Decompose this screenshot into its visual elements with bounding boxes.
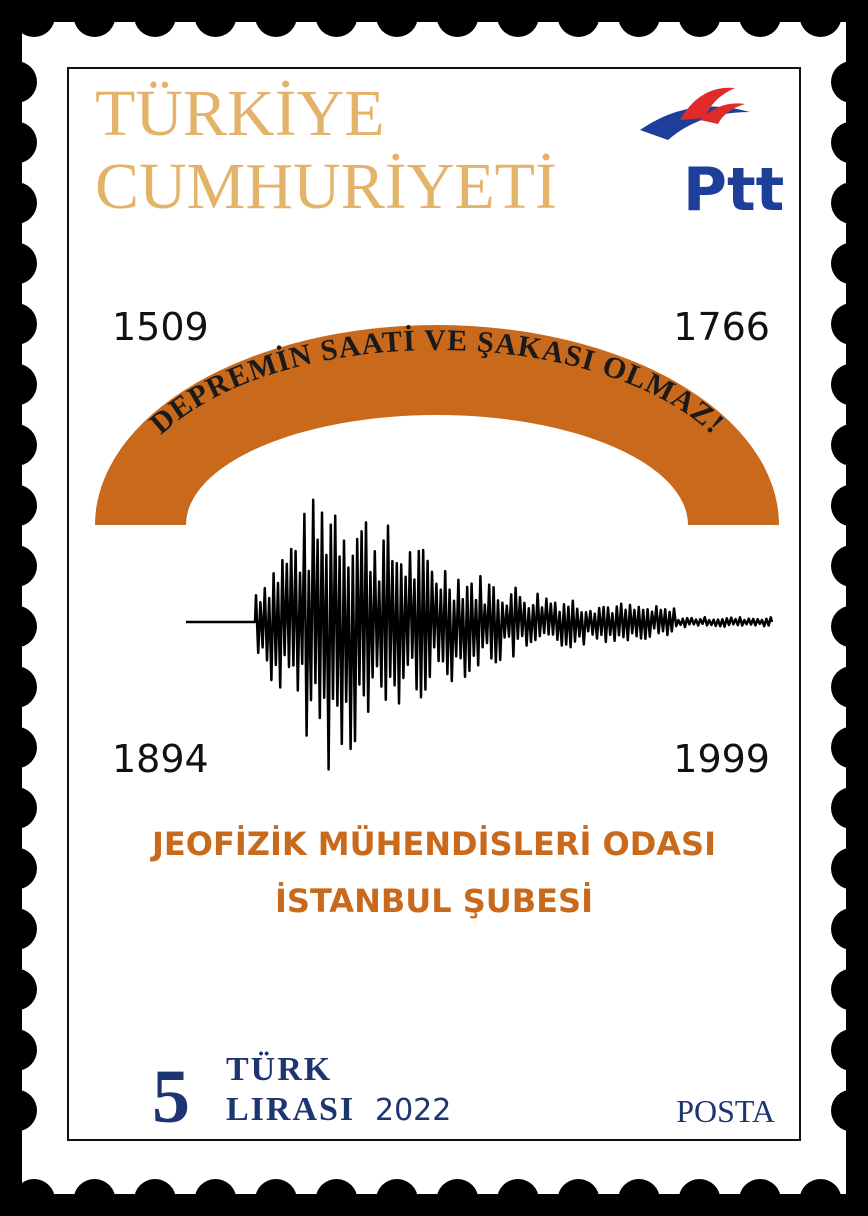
stamp: TÜRKİYE CUMHURİYETİ Ptt 1509 1766 DEPREM… [0,0,868,1216]
title-line2: CUMHURİYETİ [95,150,557,223]
year: 1509 [112,305,209,349]
denomination: 5 [152,1055,190,1139]
posta-label: POSTA [676,1093,775,1129]
issue-year: 2022 [375,1093,451,1128]
org-line2: İSTANBUL ŞUBESİ [275,882,593,920]
year: 1999 [673,737,770,781]
year: 1766 [673,305,770,349]
currency-line2: LIRASI [226,1091,355,1128]
title-line1: TÜRKİYE [95,77,385,150]
org-line1: JEOFİZİK MÜHENDİSLERİ ODASI [150,825,716,863]
logo-text: Ptt [683,155,784,225]
year: 1894 [112,737,209,781]
currency-line1: TÜRK [226,1051,332,1088]
page: TÜRKİYE CUMHURİYETİ Ptt 1509 1766 DEPREM… [0,0,868,1216]
